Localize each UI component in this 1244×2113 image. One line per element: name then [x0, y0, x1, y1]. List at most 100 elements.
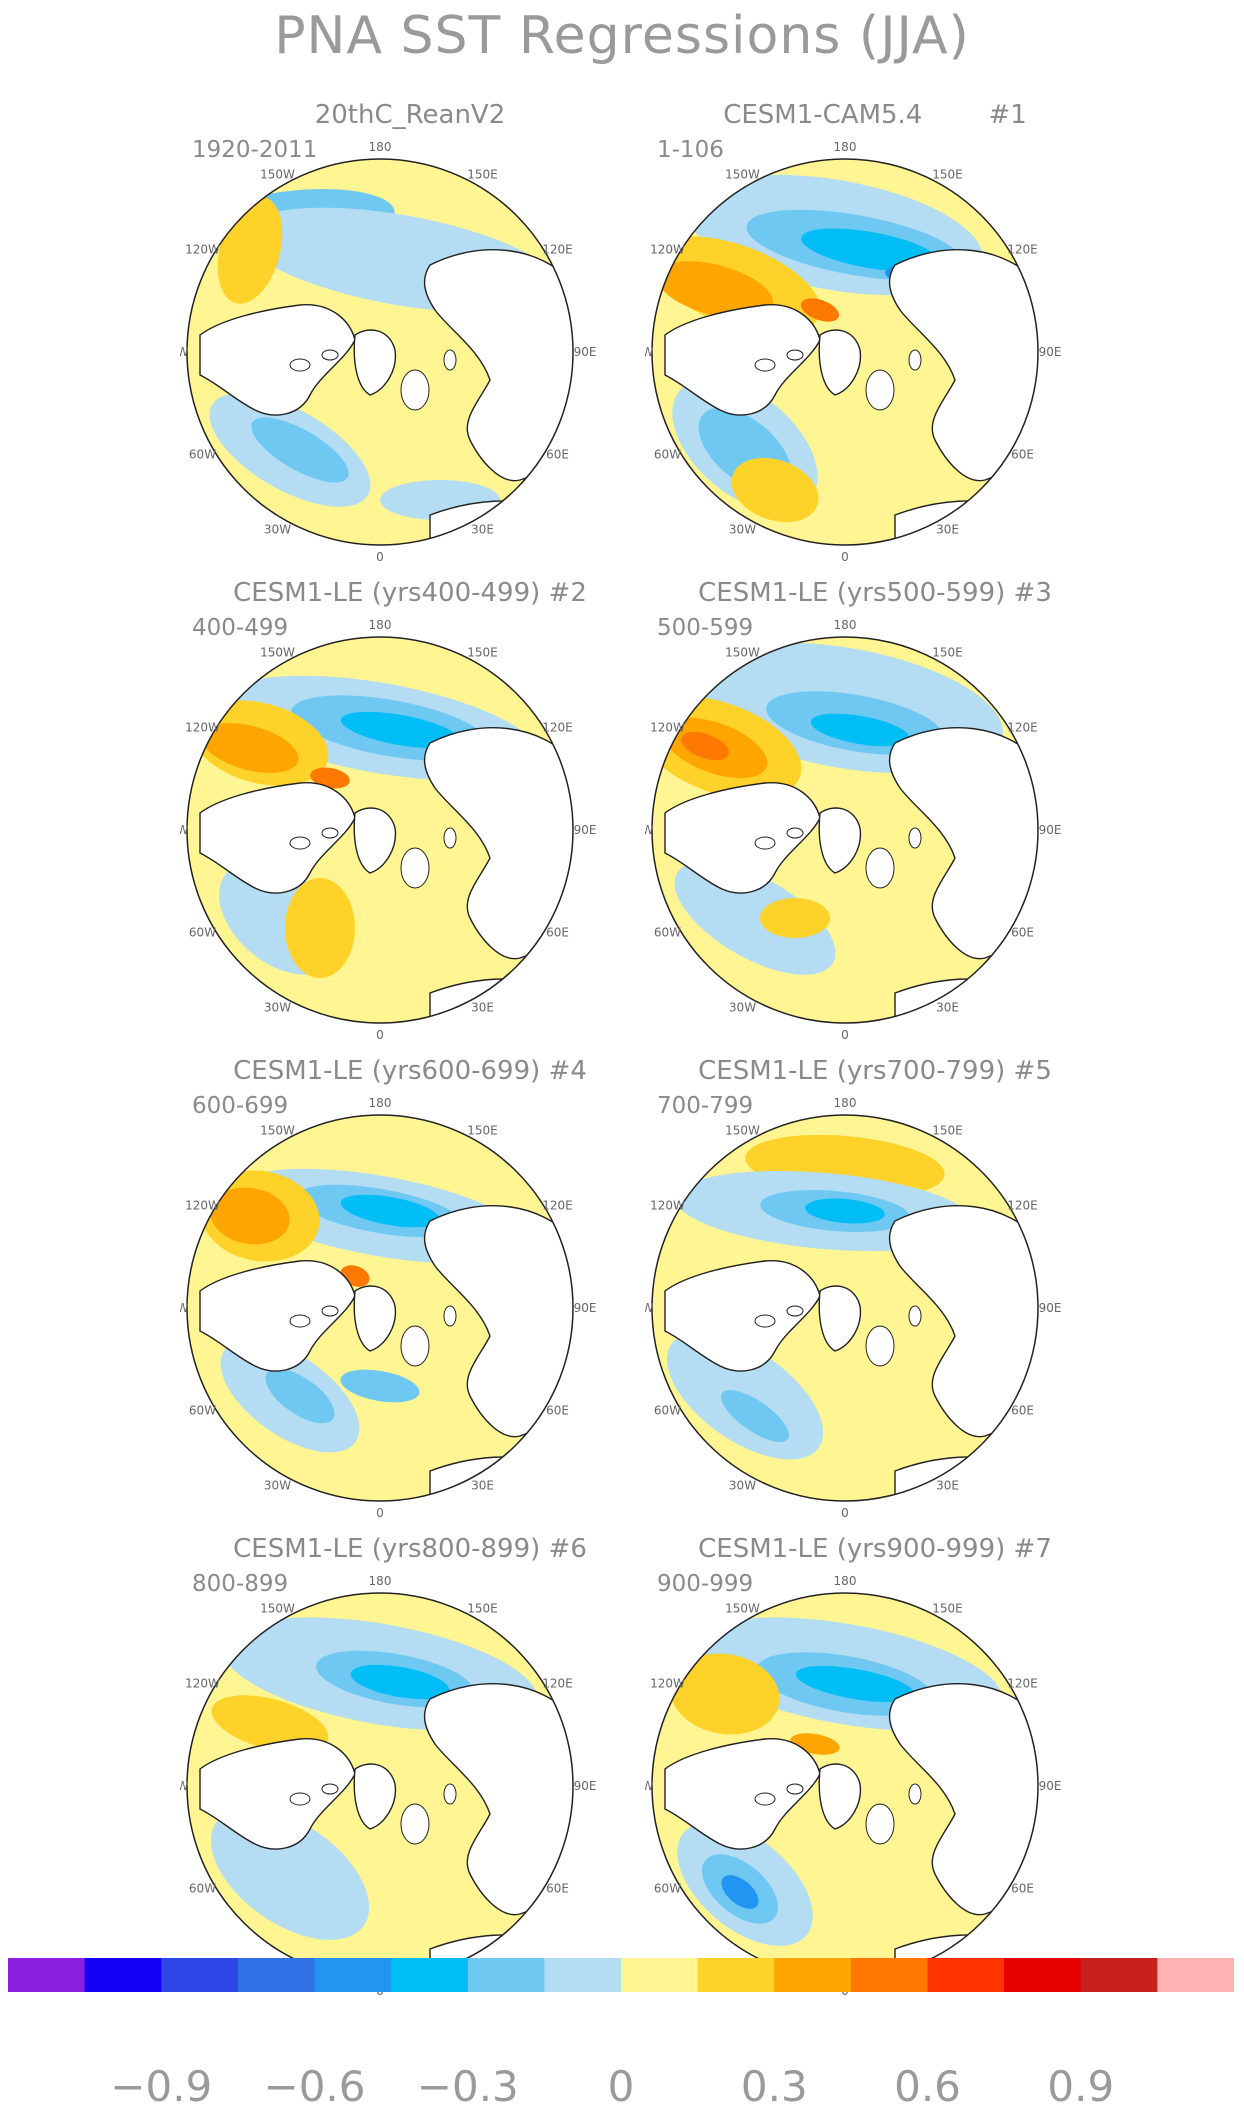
colorbar-swatch — [314, 1958, 392, 1992]
map-panel: CESM1-LE (yrs500-599) #3 180 150E 120E 90E 60… — [645, 578, 1125, 1058]
longitude-label: 0 — [841, 550, 849, 564]
longitude-label: 180 — [834, 140, 857, 154]
colorbar-swatch — [1157, 1958, 1234, 1992]
land-mass — [199, 304, 356, 416]
longitude-label: 0 — [841, 1028, 849, 1042]
island — [400, 369, 430, 411]
map-boundary — [186, 158, 574, 546]
longitude-label: 150E — [467, 168, 498, 182]
longitude-label: 90E — [1039, 345, 1062, 359]
longitude-label: 60E — [1011, 448, 1034, 462]
longitude-label: 150E — [467, 1124, 498, 1138]
longitude-label: 60W — [654, 1882, 681, 1896]
colorbar-swatch — [850, 1958, 929, 1992]
longitude-label: 0 — [841, 1506, 849, 1520]
longitude-label: 30W — [264, 1001, 291, 1015]
anomaly-region — [285, 878, 355, 978]
longitude-label: 90E — [1039, 1779, 1062, 1793]
panel-title: CESM1-CAM5.4 #1 — [723, 100, 1027, 130]
longitude-label: 120E — [542, 243, 573, 257]
longitude-label: 30W — [264, 523, 291, 537]
colorbar-swatch — [84, 1958, 162, 1992]
longitude-label: 120W — [185, 1677, 220, 1691]
anomaly-region — [805, 1198, 885, 1224]
island — [321, 349, 339, 361]
anomaly-region — [340, 1369, 420, 1403]
colorbar-swatch — [621, 1958, 699, 1992]
anomaly-region — [760, 898, 830, 938]
land-mass — [429, 500, 561, 545]
polar-map: 180 150E 120E 90E 60E 30E 0 30W 60W 90W 120W 150W — [645, 1096, 1061, 1520]
longitude-label: 0 — [376, 1506, 384, 1520]
longitude-label: 30W — [729, 1001, 756, 1015]
colorbar-tick-label: 0.6 — [894, 2062, 961, 2111]
longitude-label: 120W — [650, 721, 685, 735]
polar-map: 180 150E 120E 90E 60E 30E 0 30W 60W 90W 120W 150W — [180, 140, 597, 564]
longitude-label: 90E — [574, 345, 597, 359]
longitude-label: 120E — [542, 1199, 573, 1213]
colorbar-tick-labels: −0.9 −0.6 −0.3 0 0.3 0.6 0.9 — [8, 2062, 1234, 2112]
anomaly-region — [265, 1368, 335, 1424]
anomaly-region — [211, 1695, 329, 1753]
panel-years: 500-599 — [657, 615, 754, 641]
map-panel: CESM1-LE (yrs800-899) #6 180 150E 120E 90E 60… — [180, 1534, 660, 2014]
island — [786, 1305, 804, 1317]
map-boundary — [651, 1114, 1039, 1502]
map-panel: CESM1-LE (yrs700-799) #5 180 150E 120E 90E 60… — [645, 1056, 1125, 1536]
longitude-label: 120E — [542, 721, 573, 735]
anomaly-region — [201, 723, 299, 773]
land-mass — [199, 782, 356, 894]
longitude-label: 120E — [1007, 1199, 1038, 1213]
land-mass — [353, 1763, 397, 1830]
colorbar-swatch — [8, 1958, 86, 1992]
longitude-label: 60W — [189, 1882, 216, 1896]
longitude-label: 150E — [932, 168, 963, 182]
map-boundary — [186, 1114, 574, 1502]
anomaly-region — [674, 861, 836, 975]
island — [289, 1792, 311, 1806]
colorbar-tick-label: −0.3 — [416, 2062, 519, 2111]
longitude-label: 150E — [932, 1124, 963, 1138]
colorbar-swatch — [774, 1958, 852, 1992]
panel-years: 400-499 — [192, 615, 289, 641]
longitude-label: 150E — [467, 1602, 498, 1616]
anomaly-region — [656, 261, 774, 319]
longitude-label: 90W — [180, 1779, 189, 1793]
longitude-label: 120W — [650, 243, 685, 257]
longitude-label: 180 — [834, 1574, 857, 1588]
colorbar-swatch — [467, 1958, 545, 1992]
longitude-label: 30W — [729, 523, 756, 537]
longitude-label: 60W — [189, 448, 216, 462]
longitude-label: 90W — [645, 345, 654, 359]
colorbar-tick-label: 0.9 — [1047, 2062, 1115, 2111]
longitude-label: 90E — [574, 1779, 597, 1793]
longitude-label: 150W — [725, 1602, 760, 1616]
island — [400, 847, 430, 889]
island — [321, 827, 339, 839]
island — [908, 349, 922, 371]
island — [754, 1792, 776, 1806]
island — [908, 827, 922, 849]
colorbar-tick-label: 0.3 — [740, 2062, 808, 2111]
anomaly-region — [251, 417, 349, 483]
island — [908, 1305, 922, 1327]
land-mass — [894, 1456, 1026, 1501]
panel-years: 600-699 — [192, 1093, 289, 1119]
longitude-label: 120W — [650, 1677, 685, 1691]
longitude-label: 150W — [260, 1124, 295, 1138]
island — [443, 1305, 457, 1327]
land-mass — [353, 329, 397, 396]
island — [865, 847, 895, 889]
panel-title: CESM1-LE (yrs800-899) #6 — [233, 1534, 587, 1564]
anomaly-region — [810, 713, 910, 747]
colorbar-swatch — [391, 1958, 469, 1992]
colorbar-tick-label: −0.6 — [263, 2062, 366, 2111]
anomaly-region — [350, 1664, 450, 1700]
longitude-label: 150W — [725, 1124, 760, 1138]
land-mass — [664, 1738, 821, 1850]
anomaly-region — [731, 457, 819, 523]
longitude-label: 30E — [471, 523, 494, 537]
longitude-label: 150W — [260, 646, 295, 660]
longitude-label: 0 — [376, 1028, 384, 1042]
land-mass — [818, 329, 862, 396]
